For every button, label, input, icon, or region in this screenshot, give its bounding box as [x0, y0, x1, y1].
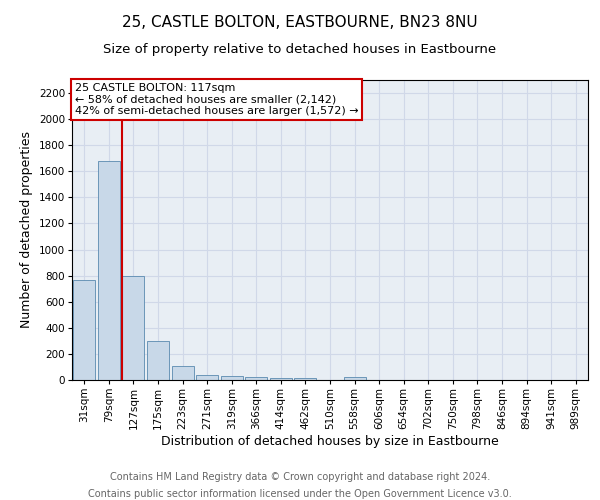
Bar — [344, 377, 365, 380]
Bar — [295, 378, 316, 380]
Text: Contains HM Land Registry data © Crown copyright and database right 2024.: Contains HM Land Registry data © Crown c… — [110, 472, 490, 482]
Text: 25 CASTLE BOLTON: 117sqm
← 58% of detached houses are smaller (2,142)
42% of sem: 25 CASTLE BOLTON: 117sqm ← 58% of detach… — [74, 83, 358, 116]
Bar — [221, 376, 243, 380]
X-axis label: Distribution of detached houses by size in Eastbourne: Distribution of detached houses by size … — [161, 434, 499, 448]
Bar — [147, 341, 169, 380]
Bar — [196, 375, 218, 380]
Text: Size of property relative to detached houses in Eastbourne: Size of property relative to detached ho… — [103, 42, 497, 56]
Bar — [122, 276, 145, 380]
Bar — [245, 377, 268, 380]
Y-axis label: Number of detached properties: Number of detached properties — [20, 132, 33, 328]
Bar — [172, 366, 194, 380]
Text: 25, CASTLE BOLTON, EASTBOURNE, BN23 8NU: 25, CASTLE BOLTON, EASTBOURNE, BN23 8NU — [122, 15, 478, 30]
Bar — [98, 161, 120, 380]
Text: Contains public sector information licensed under the Open Government Licence v3: Contains public sector information licen… — [88, 489, 512, 499]
Bar — [73, 280, 95, 380]
Bar — [270, 378, 292, 380]
